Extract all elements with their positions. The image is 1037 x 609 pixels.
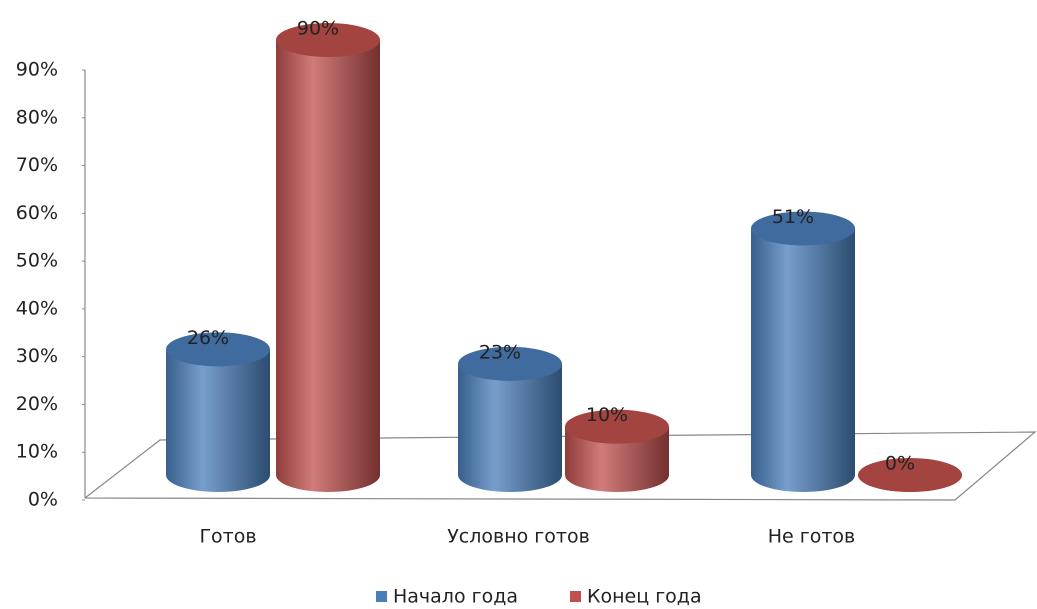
cylinder-bar <box>166 332 270 492</box>
y-tick-label: 0% <box>28 489 58 511</box>
cylinder-bar <box>565 409 669 492</box>
cylinder-bar <box>276 23 380 492</box>
y-tick-label: 90% <box>16 59 58 81</box>
data-label: 10% <box>586 404 628 426</box>
x-tick-label: Не готов <box>768 526 856 548</box>
y-tick-label: 10% <box>16 441 58 463</box>
y-tick-label: 80% <box>16 106 58 128</box>
legend-swatch <box>570 591 581 602</box>
data-label: 0% <box>885 453 915 475</box>
floor <box>84 431 1037 501</box>
x-tick-label: Условно готов <box>447 526 590 548</box>
data-label: 90% <box>297 18 339 40</box>
data-label: 51% <box>772 206 814 228</box>
y-tick-label: 40% <box>16 297 58 319</box>
y-tick-label: 20% <box>16 393 58 415</box>
cylinder-bar <box>751 211 855 492</box>
y-tick-label: 60% <box>16 202 58 224</box>
legend-label: Конец года <box>587 586 702 608</box>
x-tick-label: Готов <box>199 526 256 548</box>
cylinder-bar <box>458 346 562 492</box>
y-tick-label: 30% <box>16 345 58 367</box>
data-label: 23% <box>479 341 521 363</box>
cylinder-bar <box>858 458 962 492</box>
y-tick-label: 50% <box>16 250 58 272</box>
y-tick-label: 70% <box>16 154 58 176</box>
legend-swatch <box>376 591 387 602</box>
legend-label: Начало года <box>393 586 518 608</box>
data-label: 26% <box>187 327 229 349</box>
